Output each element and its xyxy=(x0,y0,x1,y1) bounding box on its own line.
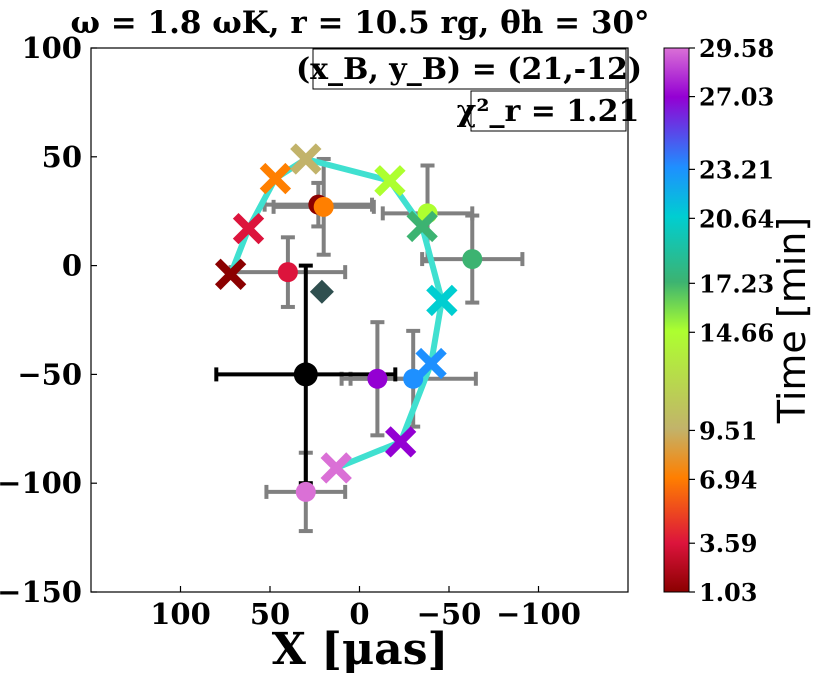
colorbar-tick-label: 1.03 xyxy=(699,578,757,607)
chart-figure: ω = 1.8 ωK, r = 10.5 rg, θh = 30° (x_B, … xyxy=(0,0,816,682)
colorbar-tick-label: 17.23 xyxy=(699,269,774,298)
annotation-chi2-box: χ²_r = 1.21 xyxy=(457,91,640,131)
annotation-chi2-text: χ²_r = 1.21 xyxy=(457,94,640,129)
y-tick-label: −150 xyxy=(0,575,82,609)
y-tick-label: −100 xyxy=(0,466,82,500)
observed-point xyxy=(462,249,482,269)
y-axis-ticks: 100 50 0 −50 −100 −150 xyxy=(0,31,97,609)
colorbar-tick-label: 29.58 xyxy=(699,34,774,63)
observed-point xyxy=(278,262,298,282)
colorbar-label: Time [min] xyxy=(770,217,814,424)
plot-area xyxy=(216,149,522,531)
x-axis-label: X [μas] xyxy=(272,624,449,675)
observed-point xyxy=(367,369,387,389)
colorbar-tick-label: 23.21 xyxy=(699,155,774,184)
x-tick-label: 100 xyxy=(150,597,211,631)
observed-point xyxy=(296,482,316,502)
y-tick-label: 0 xyxy=(62,249,82,283)
colorbar-tick-label: 3.59 xyxy=(699,529,757,558)
colorbar-tick-label: 14.66 xyxy=(699,318,774,347)
reference-point xyxy=(294,362,318,386)
y-tick-label: 100 xyxy=(21,31,82,65)
annotation-position-box: (x_B, y_B) = (21,-12) xyxy=(296,49,642,89)
colorbar-ticks: 1.03 3.59 6.94 9.51 14.66 17.23 20.64 23.21 27.0… xyxy=(689,34,774,607)
x-tick-label: −100 xyxy=(496,597,581,631)
colorbar-tick-label: 6.94 xyxy=(699,465,757,494)
colorbar-tick-label: 20.64 xyxy=(699,204,774,233)
colorbar-tick-label: 27.03 xyxy=(699,83,774,112)
y-tick-label: −50 xyxy=(17,357,82,391)
chart-title: ω = 1.8 ωK, r = 10.5 rg, θh = 30° xyxy=(70,5,649,41)
black-hole-marker xyxy=(310,280,334,304)
annotation-position-text: (x_B, y_B) = (21,-12) xyxy=(296,52,642,87)
colorbar-tick-label: 9.51 xyxy=(699,416,757,445)
observed-point xyxy=(314,197,334,217)
colorbar xyxy=(664,48,689,592)
y-tick-label: 50 xyxy=(42,140,82,174)
model-point xyxy=(265,169,285,189)
